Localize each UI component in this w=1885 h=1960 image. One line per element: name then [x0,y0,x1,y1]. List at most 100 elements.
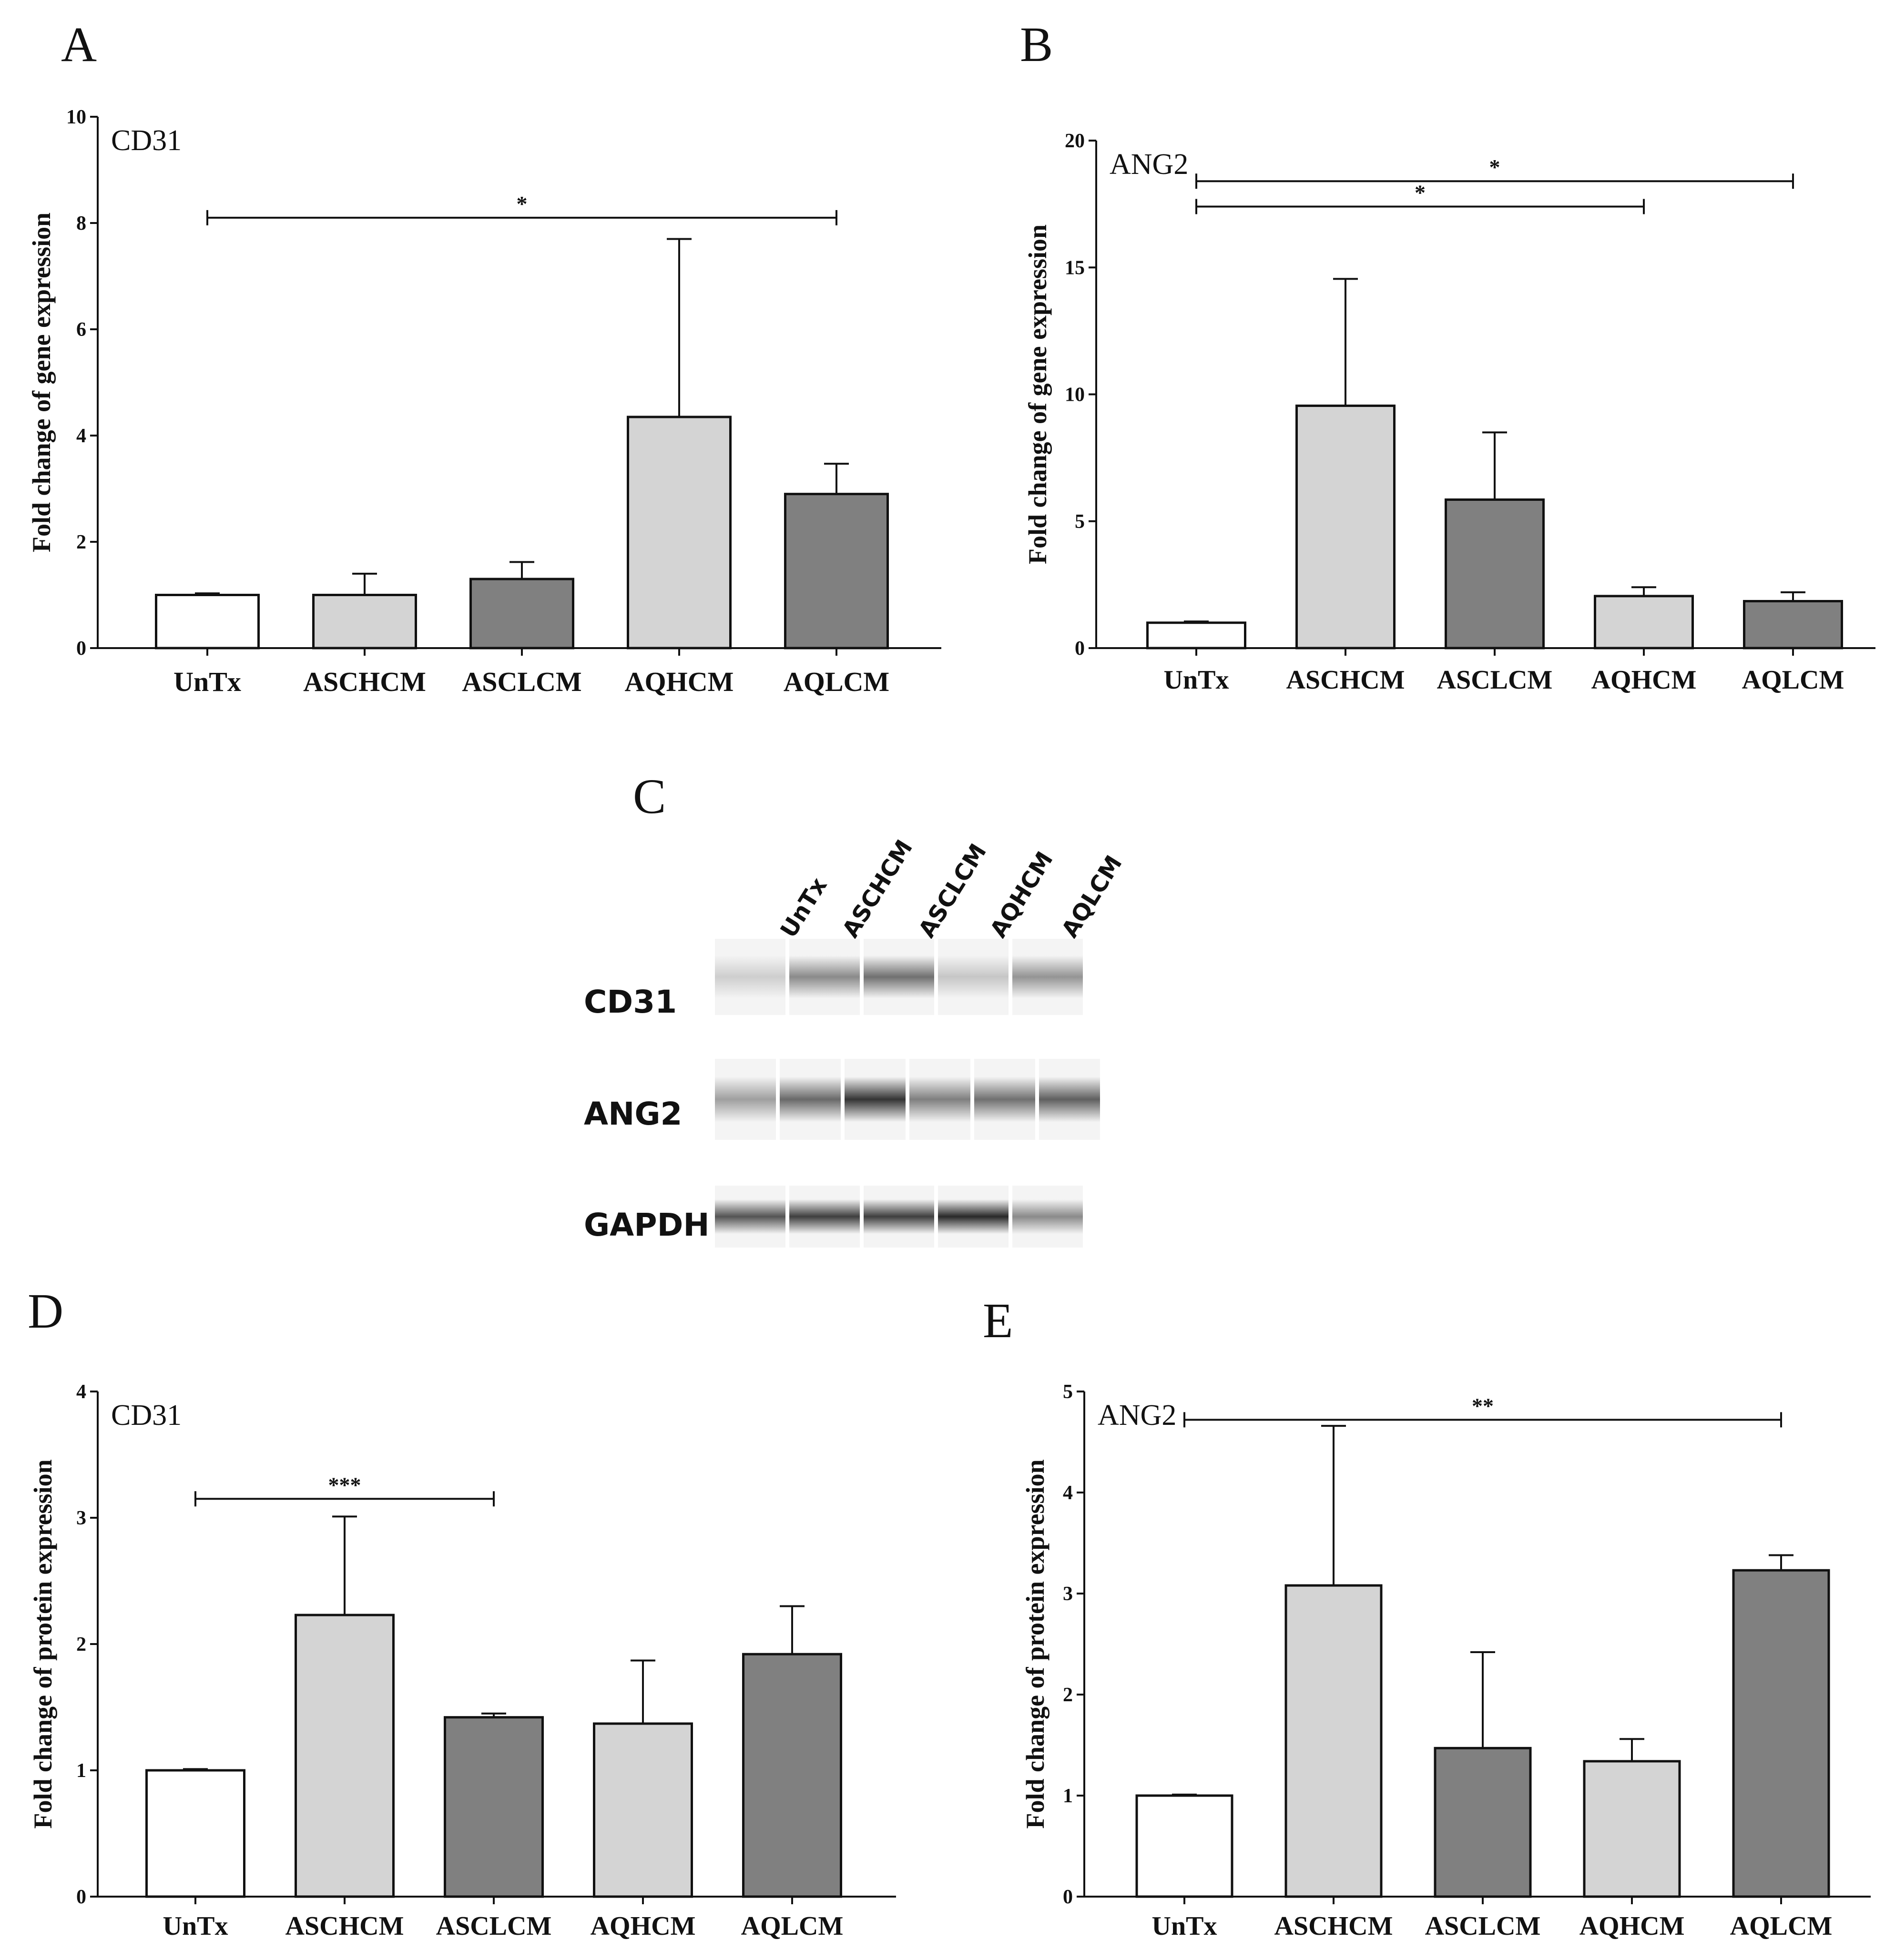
y-tick-label: 2 [76,1634,86,1655]
bar [155,594,260,650]
bar [1445,498,1545,650]
blot-band [938,1186,1009,1248]
x-tick-label: UnTx [1164,665,1229,695]
y-tick-label: 1 [1063,1785,1073,1807]
panel-letter-b: B [1020,17,1053,72]
y-tick-label: 5 [1063,1381,1073,1403]
blot-band [974,1059,1035,1140]
lane-label: AQHCM [985,847,1059,943]
x-tick-label: AQLCM [741,1911,844,1941]
y-tick-label: 4 [76,1381,86,1403]
panel-letter-d: D [28,1284,64,1339]
y-axis-label: Fold change of gene expression [1023,224,1052,564]
blot-row-label: GAPDH [584,1207,710,1243]
bar [627,416,732,650]
bar [444,1716,544,1898]
y-tick-label: 0 [1075,638,1085,660]
blot-band [715,1059,776,1140]
bar [1434,1747,1532,1898]
lane-label: UnTx [775,873,833,943]
blot-strip-gapdh [715,1186,1083,1248]
blot-band [1012,1186,1083,1248]
y-tick-label: 4 [1063,1482,1073,1504]
blot-band [1039,1059,1100,1140]
x-tick-label: ASCLCM [436,1911,552,1941]
significance-label: * [517,192,528,216]
blot-band [938,939,1009,1015]
bar [469,578,574,650]
y-tick-label: 8 [76,213,86,234]
significance-label: *** [328,1473,361,1497]
chart-title: CD31 [111,124,182,157]
lane-label: ASCLCM [913,839,992,943]
blot-band [864,1186,934,1248]
x-tick-label: AQHCM [625,666,734,697]
x-tick-label: UnTx [163,1911,228,1941]
panel-letter-a: A [61,17,97,72]
x-tick-label: AQHCM [1591,665,1697,695]
blot-band [780,1059,841,1140]
blot-strip-ang2 [715,1059,1100,1140]
chart-e: 0 1 2 3 4 5 UnTx ASCHCM ASCLCM AQHCM AQLCM ANG2 Fold… [1021,1381,1871,1941]
x-tick-label: ASCHCM [285,1911,404,1941]
bar [1295,404,1396,650]
blot-band [909,1059,970,1140]
bar [1583,1760,1681,1898]
blot-row-label: CD31 [584,984,677,1020]
x-tick-label: ASCHCM [1286,665,1405,695]
x-tick-label: AQHCM [1579,1911,1685,1941]
y-axis-label: Fold change of protein expression [1021,1459,1049,1828]
lane-label: ASCHCM [837,835,918,943]
blot-strip-cd31 [715,939,1083,1015]
y-tick-label: 3 [1063,1583,1073,1605]
x-tick-label: UnTx [173,666,241,697]
blot-row-label: ANG2 [584,1096,683,1132]
chart-title: ANG2 [1110,148,1188,181]
x-tick-label: ASCLCM [1437,665,1553,695]
chart-title: ANG2 [1098,1399,1176,1432]
bar [1135,1794,1233,1898]
bar [1146,621,1246,650]
y-tick-label: 2 [76,531,86,553]
significance-label: * [1489,155,1500,179]
y-tick-label: 10 [66,106,86,128]
chart-d: 0 1 2 3 4 UnTx ASCHCM ASCLCM AQHCM AQLCM CD31 Fold … [29,1381,896,1941]
bar [742,1653,842,1898]
x-tick-label: ASCLCM [462,666,581,697]
panel-letter-c: C [633,769,666,824]
chart-a: 0 2 4 6 8 10 UnTx ASCHCM ASCLCM AQHCM AQLCM CD31 Fol… [27,106,941,697]
x-tick-label: AQLCM [1742,665,1844,695]
significance-label: * [1415,180,1426,204]
y-axis-label: Fold change of protein expression [29,1459,57,1828]
bar [145,1769,245,1898]
y-tick-label: 20 [1065,130,1085,152]
bar [1284,1584,1383,1898]
bar [1743,599,1843,650]
x-tick-label: ASCHCM [303,666,426,697]
bar [312,594,417,650]
x-tick-label: AQLCM [784,666,889,697]
y-tick-label: 5 [1075,511,1085,533]
chart-title: CD31 [111,1399,182,1432]
significance-label: ** [1472,1393,1494,1418]
bar [1732,1569,1830,1898]
y-tick-label: 10 [1065,384,1085,406]
lane-label: AQLCM [1056,851,1128,943]
x-tick-label: AQHCM [591,1911,696,1941]
y-tick-label: 6 [76,319,86,341]
x-tick-label: ASCLCM [1425,1911,1541,1941]
x-tick-label: ASCHCM [1274,1911,1393,1941]
y-tick-label: 1 [76,1760,86,1782]
x-tick-label: UnTx [1152,1911,1217,1941]
blot-band [789,1186,860,1248]
blot-band [864,939,934,1015]
y-tick-label: 3 [76,1507,86,1529]
panel-letter-e: E [983,1293,1013,1348]
x-tick-label: AQLCM [1730,1911,1833,1941]
y-tick-label: 0 [76,1886,86,1908]
blot-band [845,1059,906,1140]
blot-band [715,939,785,1015]
chart-b: 0 5 10 15 20 UnTx ASCHCM ASCLCM AQHCM AQLCM ANG2 Fo… [1023,130,1875,695]
y-tick-label: 4 [76,425,86,447]
blot-band [789,939,860,1015]
